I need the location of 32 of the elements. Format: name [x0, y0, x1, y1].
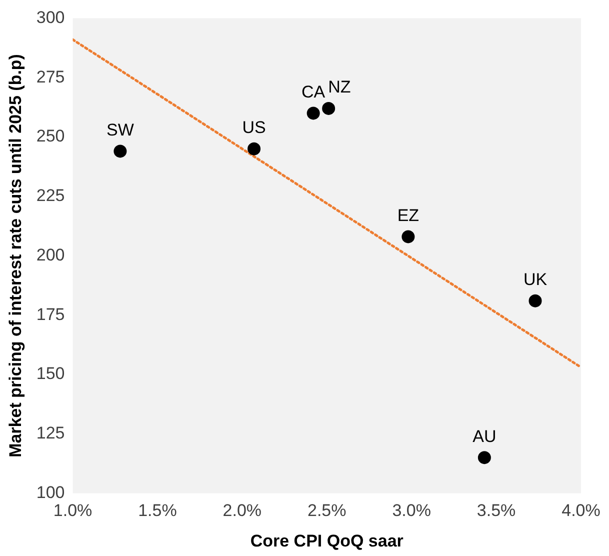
series-label: AU	[472, 426, 496, 446]
series-label: CA	[302, 82, 326, 102]
series-label: US	[242, 118, 266, 138]
point	[248, 142, 261, 156]
y-tick-label: 100	[36, 482, 65, 502]
point	[528, 294, 542, 308]
point	[306, 106, 320, 120]
y-axis-title: Market pricing of interest rate cuts until 2025 (b.p)	[6, 54, 25, 458]
x-tick-label: 4.0%	[562, 501, 600, 520]
y-tick-label: 225	[36, 186, 65, 206]
x-tick-label: 1.5%	[138, 501, 177, 520]
y-tick-label: 300	[36, 8, 65, 27]
y-tick-label: 175	[36, 304, 65, 324]
series-label: UK	[523, 270, 548, 290]
x-tick-label: 2.0%	[222, 501, 262, 520]
point	[322, 102, 336, 115]
x-tick-label: 2.5%	[308, 501, 346, 520]
y-tick-label: 125	[36, 424, 65, 443]
x-tick-label: 3.0%	[392, 501, 431, 520]
x-axis-title: Core CPI QoQ saar	[250, 531, 404, 550]
y-tick-label: 150	[36, 364, 65, 384]
y-tick-label: 200	[36, 245, 65, 264]
point	[114, 144, 127, 158]
series-label: NZ	[328, 78, 351, 97]
y-tick-label: 250	[36, 126, 65, 146]
x-tick-label: 3.5%	[476, 501, 516, 520]
series-label: SW	[106, 120, 134, 140]
y-tick-label: 275	[36, 67, 65, 86]
x-tick-label: 1.0%	[53, 501, 92, 520]
point	[402, 230, 415, 244]
series-label: EZ	[397, 206, 420, 225]
point	[478, 451, 491, 464]
